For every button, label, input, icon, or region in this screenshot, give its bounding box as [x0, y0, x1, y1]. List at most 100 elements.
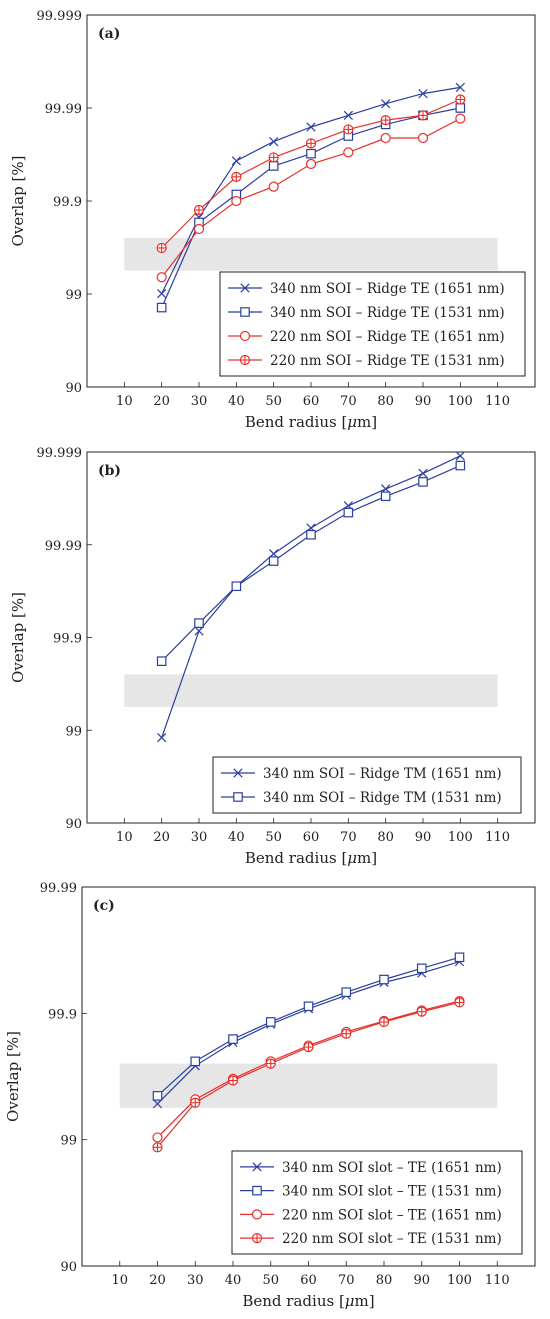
- x-axis-label-mu: μ: [347, 849, 357, 867]
- data-point: [228, 1034, 238, 1044]
- legend-label: 220 nm SOI slot – TE (1651 nm): [282, 1207, 502, 1223]
- legend-marker: [251, 1209, 263, 1220]
- x-axis-label-pre: Bend radius [: [245, 413, 347, 431]
- data-point: [418, 88, 428, 99]
- data-point: [454, 997, 465, 1008]
- y-axis-label: Overlap [%]: [9, 156, 27, 247]
- axes-frame: [86, 451, 536, 824]
- data-point: [341, 1028, 352, 1039]
- legend-label: 340 nm SOI – Ridge TE (1531 nm): [270, 305, 505, 321]
- y-axis-label: Overlap [%]: [9, 592, 27, 683]
- chart-panel-c: 10 20 30 40 50 60 70 80 90 100 110 90 99 99.9 99.99 (c)…: [4, 881, 536, 1310]
- y-tick-label: 99.999: [37, 9, 83, 24]
- data-point: [269, 137, 279, 147]
- data-point: [268, 161, 279, 171]
- legend-entry-4: 220 nm SOI slot – TE (1531 nm): [240, 1231, 502, 1247]
- data-point: [268, 152, 279, 163]
- x-tick-label: 70: [340, 394, 357, 409]
- legend-marker: [240, 307, 250, 317]
- data-point: [378, 1016, 390, 1028]
- y-tick-label: 99: [60, 1134, 77, 1149]
- series-2: [152, 952, 465, 1101]
- series-4: [156, 94, 466, 254]
- x-axis-label: Bend radius [μm]: [245, 849, 377, 867]
- data-point: [455, 82, 465, 92]
- x-tick-label: 100: [448, 830, 473, 845]
- x-axis-label-pre: Bend radius [: [242, 1292, 344, 1310]
- x-axis-label-mu: μ: [345, 1292, 355, 1310]
- series-4: [152, 997, 465, 1153]
- panel-label: (c): [93, 898, 115, 914]
- data-point: [417, 132, 429, 144]
- legend-marker: [239, 330, 251, 342]
- legend-entry-1: 340 nm SOI – Ridge TM (1651 nm): [221, 766, 502, 782]
- data-point: [194, 626, 204, 636]
- legend-entry-2: 340 nm SOI slot – TE (1531 nm): [240, 1184, 502, 1200]
- legend-entry-3: 220 nm SOI slot – TE (1651 nm): [240, 1207, 502, 1223]
- data-point: [231, 156, 241, 166]
- legend-marker: [251, 1233, 263, 1244]
- legend-label: 220 nm SOI – Ridge TE (1651 nm): [270, 329, 505, 345]
- x-axis-label-post: m]: [357, 413, 377, 431]
- data-point: [305, 158, 317, 170]
- data-point: [455, 460, 466, 471]
- legend-label: 340 nm SOI – Ridge TE (1651 nm): [270, 281, 505, 297]
- shaded-band: [124, 674, 498, 707]
- data-point: [156, 302, 167, 313]
- data-point: [455, 113, 466, 124]
- panel-label: (a): [98, 26, 120, 42]
- x-tick-label: 60: [300, 1273, 317, 1288]
- data-point: [190, 1097, 201, 1108]
- x-tick-label: 90: [413, 1273, 430, 1288]
- data-point: [231, 171, 242, 182]
- data-point: [193, 204, 205, 216]
- legend-label: 340 nm SOI – Ridge TM (1531 nm): [263, 790, 502, 806]
- legend-marker: [233, 768, 243, 778]
- legend: 340 nm SOI – Ridge TE (1651 nm) 340 nm SO…: [219, 271, 526, 377]
- data-point: [156, 272, 167, 283]
- data-point: [227, 1075, 239, 1086]
- x-tick-label: 70: [338, 1273, 355, 1288]
- data-point: [190, 1056, 201, 1067]
- data-point: [231, 195, 242, 207]
- x-tick-label: 50: [265, 394, 282, 409]
- data-point: [379, 974, 389, 985]
- data-point: [341, 987, 352, 997]
- x-axis-label: Bend radius [μm]: [242, 1292, 374, 1310]
- data-point: [305, 138, 317, 149]
- legend-box: [231, 1150, 523, 1255]
- legend-entry-2: 340 nm SOI – Ridge TE (1531 nm): [228, 305, 505, 321]
- x-tick-label: 10: [111, 1273, 128, 1288]
- y-tick-label: 99.99: [45, 102, 82, 117]
- x-tick-label: 100: [447, 1273, 472, 1288]
- y-tick-label: 99.99: [45, 539, 82, 554]
- x-tick-label: 10: [116, 394, 133, 409]
- data-point: [231, 581, 242, 592]
- x-axis-label-mu: μ: [347, 413, 357, 431]
- x-tick-label: 110: [485, 394, 510, 409]
- data-point: [303, 1001, 314, 1012]
- data-point: [268, 181, 279, 192]
- legend-marker: [252, 1162, 262, 1172]
- axes-frame: [86, 14, 536, 388]
- legend: 340 nm SOI – Ridge TM (1651 nm) 340 nm SO…: [212, 756, 522, 814]
- y-tick-label: 99.9: [53, 632, 82, 647]
- x-tick-label: 50: [262, 1273, 279, 1288]
- data-point: [380, 132, 391, 144]
- data-point: [157, 732, 167, 743]
- data-point: [380, 115, 391, 126]
- legend-entry-4: 220 nm SOI – Ridge TE (1531 nm): [228, 353, 505, 369]
- axes-frame: [81, 886, 536, 1267]
- data-point: [416, 1006, 427, 1017]
- y-tick-label: 99: [65, 724, 82, 739]
- x-tick-label: 90: [415, 830, 432, 845]
- data-point: [343, 110, 353, 120]
- data-point: [303, 1041, 314, 1053]
- x-tick-label: 80: [377, 394, 394, 409]
- data-point: [380, 491, 391, 502]
- x-axis-label-post: m]: [357, 849, 377, 867]
- x-axis-label-pre: Bend radius [: [245, 849, 347, 867]
- legend-box: [212, 756, 522, 814]
- data-point: [381, 99, 391, 109]
- x-tick-label: 110: [485, 1273, 510, 1288]
